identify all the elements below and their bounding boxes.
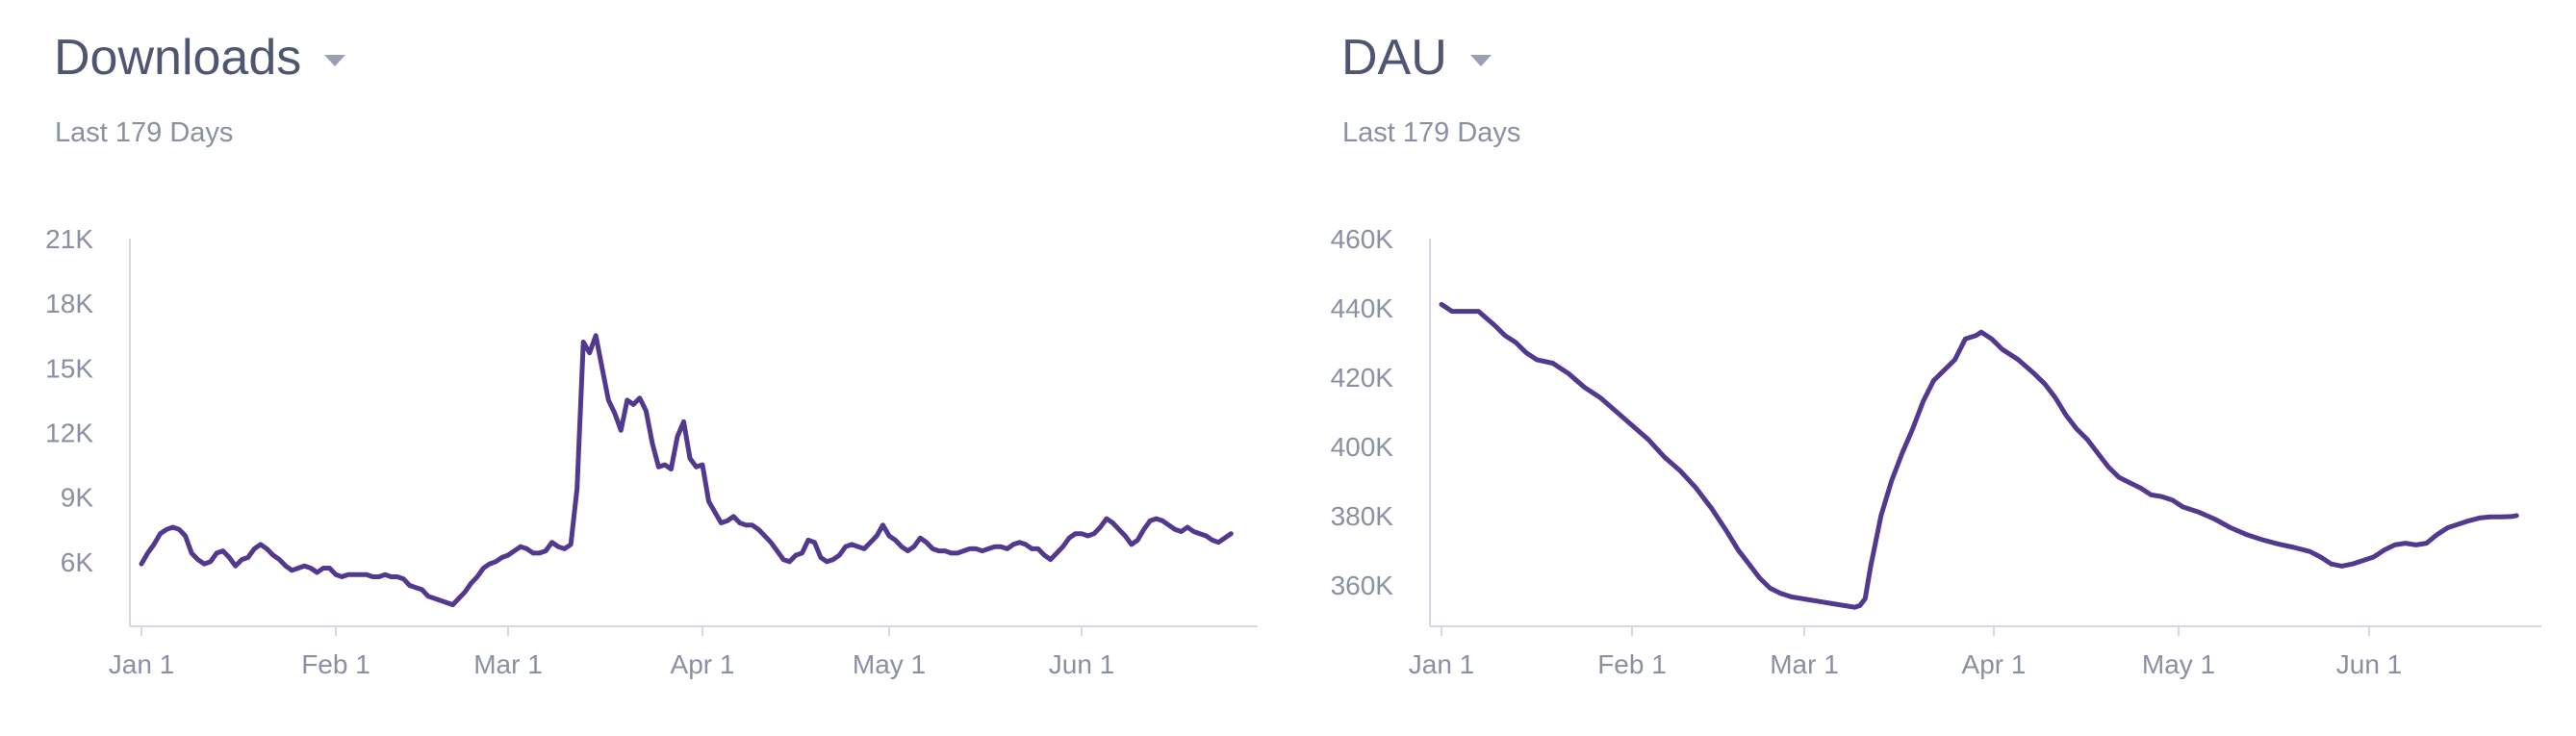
y-tick-label: 12K: [45, 419, 93, 448]
y-tick-label: 460K: [1331, 224, 1394, 254]
x-tick-label: Mar 1: [1770, 649, 1839, 679]
y-tick-label: 6K: [61, 547, 94, 577]
x-tick-label: Jun 1: [2336, 649, 2403, 679]
dau-subtitle: Last 179 Days: [1342, 117, 1521, 148]
y-tick-label: 440K: [1331, 293, 1394, 323]
caret-down-icon[interactable]: [324, 55, 346, 66]
downloads-subtitle: Last 179 Days: [55, 117, 234, 148]
series-line[interactable]: [139, 333, 1234, 608]
caret-down-icon[interactable]: [1469, 55, 1492, 66]
downloads-line-chart: 6K 9K 12K 15K 18K 21K Jan 1 Feb 1 Mar 1 Apr 1 May …: [45, 224, 1258, 679]
series-line[interactable]: [1439, 301, 2519, 610]
x-tick-label: Jan 1: [1409, 649, 1475, 679]
x-tick-label: Jan 1: [109, 649, 175, 679]
dau-title-row[interactable]: DAU: [1341, 29, 1492, 87]
dau-metric-title[interactable]: DAU: [1341, 30, 1447, 86]
x-tick-label: Feb 1: [1597, 649, 1667, 679]
downloads-metric-title[interactable]: Downloads: [54, 30, 302, 86]
y-tick-label: 380K: [1331, 501, 1394, 531]
x-tick-label: Jun 1: [1049, 649, 1115, 679]
dau-panel: DAU Last 179 Days 360K 380K 400K 420K 440K 46…: [1288, 0, 2576, 736]
y-tick-label: 400K: [1331, 432, 1394, 462]
x-tick-label: May 1: [853, 649, 926, 679]
y-tick-label: 360K: [1331, 571, 1394, 600]
x-tick-label: Apr 1: [671, 649, 735, 679]
y-tick-label: 21K: [45, 224, 93, 254]
downloads-panel: Downloads Last 179 Days 6K 9K 12K 15K 18K 21K…: [45, 29, 1258, 679]
y-tick-label: 9K: [61, 483, 94, 513]
x-tick-label: Apr 1: [1962, 649, 2027, 679]
y-tick-label: 18K: [45, 289, 93, 318]
x-tick-label: May 1: [2142, 649, 2215, 679]
y-tick-label: 15K: [45, 353, 93, 383]
x-tick-label: Mar 1: [473, 649, 543, 679]
dau-line-chart: 360K 380K 400K 420K 440K 460K Jan 1 Feb 1 Mar 1 A…: [1331, 224, 2541, 679]
y-tick-label: 420K: [1331, 363, 1394, 393]
x-tick-label: Feb 1: [301, 649, 370, 679]
downloads-title-row[interactable]: Downloads: [54, 29, 346, 87]
